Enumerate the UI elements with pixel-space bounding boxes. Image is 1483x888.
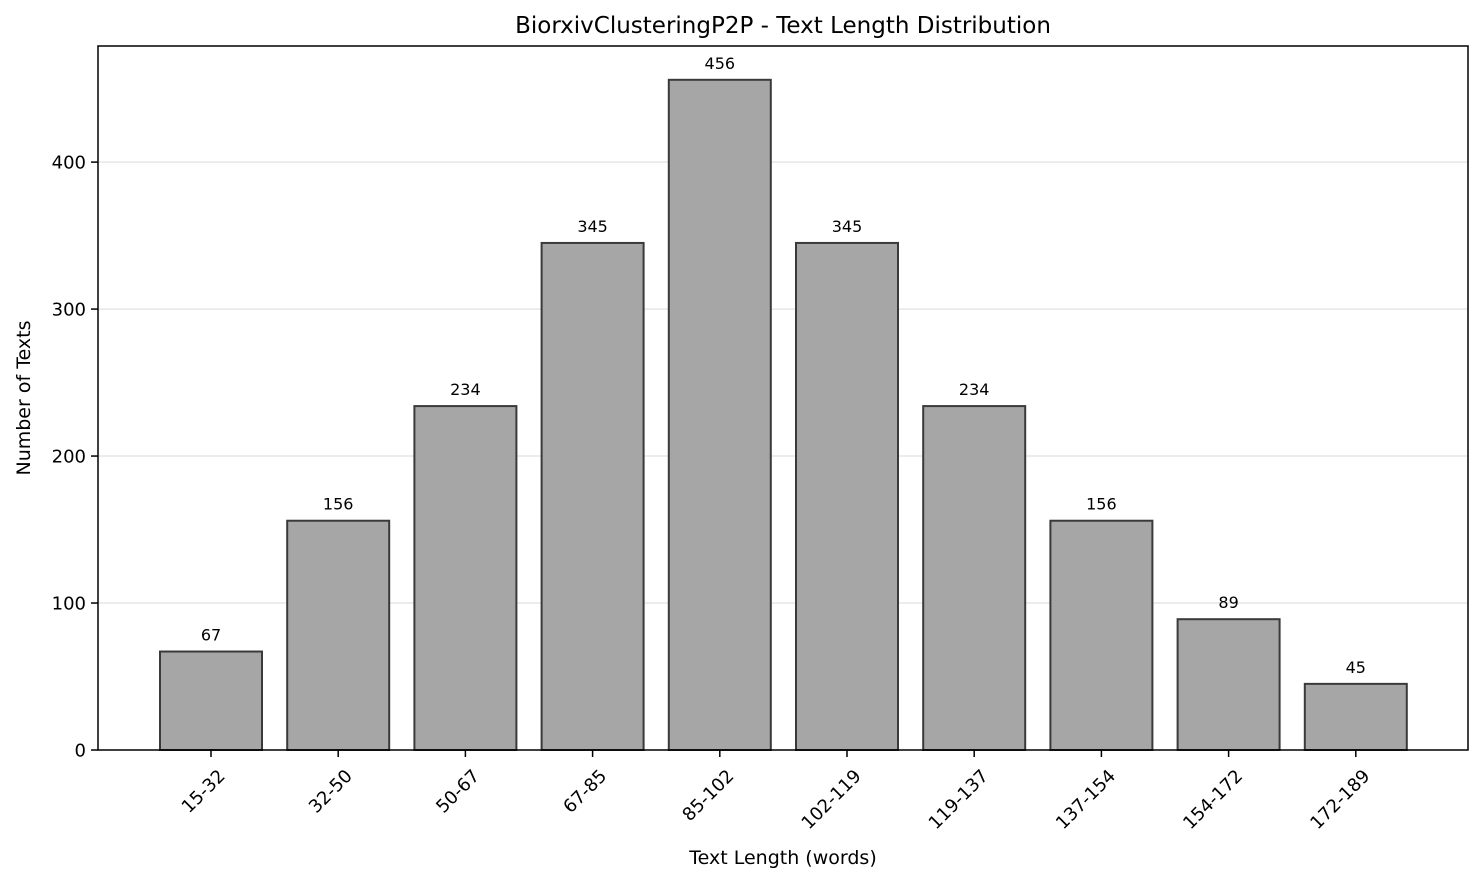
bar-67-85: [540, 241, 645, 751]
data-label-50-67: 234: [450, 380, 481, 399]
data-label-67-85: 345: [577, 217, 608, 236]
x-tick-label-102-119: 102-119: [798, 766, 866, 834]
grid-layer: [98, 161, 1468, 604]
data-label-102-119: 345: [832, 217, 863, 236]
x-tick-label-172-189: 172-189: [1306, 766, 1374, 834]
bar-32-50: [286, 519, 391, 752]
x-tick-label-50-67: 50-67: [432, 766, 484, 818]
x-tick-label-137-154: 137-154: [1052, 766, 1120, 834]
bar-102-119: [795, 241, 899, 751]
x-tick-label-119-137: 119-137: [925, 766, 993, 834]
x-tick-label-32-50: 32-50: [305, 766, 357, 818]
bar-137-154: [1049, 519, 1154, 752]
data-label-15-32: 67: [201, 626, 221, 645]
data-label-172-189: 45: [1346, 658, 1366, 677]
data-label-layer: 67 156 234 345 456 345 234 156 89 45: [201, 54, 1366, 677]
chart-title: BiorxivClusteringP2P - Text Length Distr…: [515, 13, 1051, 39]
x-tick-label-67-85: 67-85: [559, 766, 611, 818]
bar-layer: [159, 78, 1408, 752]
x-tick-label-154-172: 154-172: [1179, 766, 1247, 834]
x-tick-label-85-102: 85-102: [678, 766, 738, 826]
bar-119-137: [922, 405, 1027, 751]
bar-172-189: [1303, 682, 1408, 751]
y-tick-label-400: 400: [52, 153, 86, 174]
y-tick-label-0: 0: [75, 741, 86, 762]
data-label-32-50: 156: [323, 495, 354, 514]
bar-154-172: [1176, 618, 1281, 751]
x-tick-label-15-32: 15-32: [178, 766, 230, 818]
y-tick-label-300: 300: [52, 300, 86, 321]
plot-frame: [97, 45, 1469, 751]
data-label-154-172: 89: [1218, 593, 1238, 612]
bar-85-102: [667, 78, 772, 751]
data-label-85-102: 456: [705, 54, 736, 73]
y-axis-label: Number of Texts: [13, 320, 35, 475]
bar-50-67: [413, 405, 518, 751]
bar-15-32: [159, 650, 263, 752]
y-tick-label-100: 100: [52, 594, 86, 615]
x-axis-label: Text Length (words): [688, 847, 876, 869]
data-label-137-154: 156: [1086, 495, 1117, 514]
data-label-119-137: 234: [959, 380, 990, 399]
y-tick-label-200: 200: [52, 447, 86, 468]
